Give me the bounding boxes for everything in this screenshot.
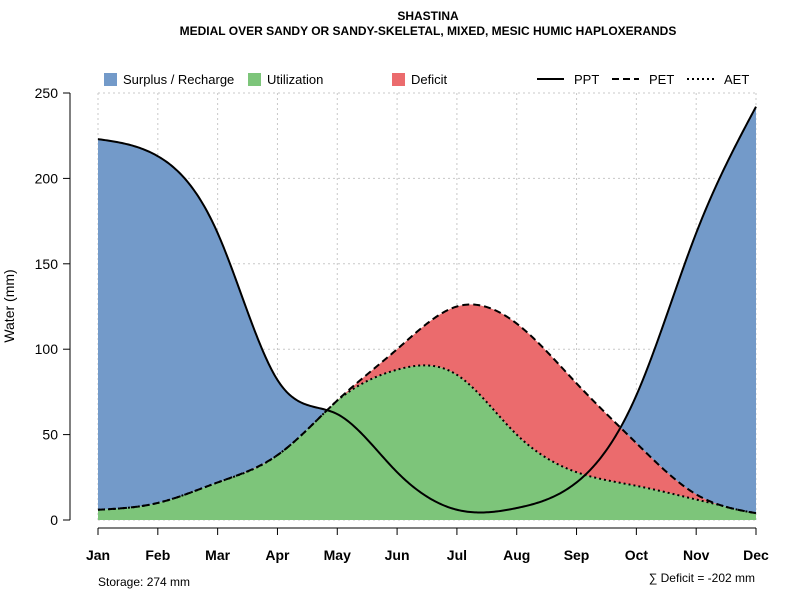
y-tick-label-3: 150 (35, 256, 59, 272)
area-fills (98, 106, 756, 520)
chart-title: SHASTINA (397, 9, 459, 23)
axes: 0 50 100 150 200 250 Jan Feb Mar Apr May Jun Jul Aug S… (35, 85, 769, 563)
legend-swatch-utilization (248, 73, 261, 86)
x-tick-label-2: Mar (205, 547, 230, 563)
x-tick-label-3: Apr (265, 547, 290, 563)
x-tick-label-6: Jul (447, 547, 467, 563)
legend-label-aet: AET (724, 72, 749, 87)
x-tick-label-0: Jan (86, 547, 110, 563)
legend-label-surplus: Surplus / Recharge (123, 72, 234, 87)
storage-annotation: Storage: 274 mm (98, 575, 190, 589)
x-tick-label-4: May (324, 547, 351, 563)
deficit-area (98, 304, 756, 514)
y-tick-label-1: 50 (42, 427, 58, 443)
y-tick-label-2: 100 (35, 341, 59, 357)
y-axis-label: Water (mm) (1, 269, 17, 342)
utilization-area (98, 365, 756, 520)
ppt-line (97, 106, 757, 514)
x-tick-label-8: Sep (564, 547, 590, 563)
x-tick-label-7: Aug (503, 547, 530, 563)
y-tick-label-5: 250 (35, 85, 59, 101)
chart-subtitle: MEDIAL OVER SANDY OR SANDY-SKELETAL, MIX… (180, 24, 677, 38)
series-lines (97, 106, 757, 515)
pet-line (97, 303, 757, 515)
surplus-area (98, 106, 756, 514)
legend-label-utilization: Utilization (267, 72, 323, 87)
y-tick-label-4: 200 (35, 170, 59, 186)
x-tick-label-1: Feb (145, 547, 170, 563)
legend: Surplus / Recharge Utilization Deficit P… (104, 72, 749, 87)
x-tick-label-9: Oct (625, 547, 649, 563)
x-tick-label-10: Nov (683, 547, 710, 563)
x-tick-label-11: Dec (743, 547, 769, 563)
legend-swatch-surplus (104, 73, 117, 86)
legend-label-deficit: Deficit (411, 72, 448, 87)
x-tick-label-5: Jun (385, 547, 410, 563)
y-tick-label-0: 0 (50, 512, 58, 528)
legend-label-pet: PET (649, 72, 674, 87)
deficit-annotation: ∑ Deficit = -202 mm (649, 571, 755, 585)
legend-label-ppt: PPT (574, 72, 599, 87)
legend-swatch-deficit (392, 73, 405, 86)
